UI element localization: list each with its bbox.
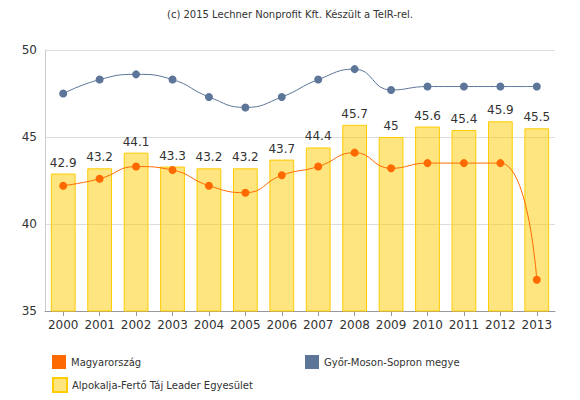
svg-text:2009: 2009	[376, 318, 407, 332]
svg-text:45.9: 45.9	[487, 103, 514, 117]
svg-text:45: 45	[383, 119, 398, 133]
svg-text:2001: 2001	[84, 318, 115, 332]
svg-text:44.4: 44.4	[305, 129, 332, 143]
svg-text:2013: 2013	[522, 318, 553, 332]
svg-text:45.7: 45.7	[341, 107, 368, 121]
svg-text:43.2: 43.2	[86, 150, 113, 164]
svg-text:2000: 2000	[48, 318, 79, 332]
svg-text:45.5: 45.5	[523, 110, 550, 124]
svg-text:43.7: 43.7	[268, 142, 295, 156]
svg-text:50: 50	[22, 43, 37, 57]
svg-text:2002: 2002	[121, 318, 152, 332]
svg-text:45.6: 45.6	[414, 109, 441, 123]
svg-text:2007: 2007	[303, 318, 334, 332]
svg-text:2006: 2006	[267, 318, 298, 332]
svg-text:Magyarország: Magyarország	[71, 357, 141, 368]
svg-text:43.2: 43.2	[232, 150, 259, 164]
svg-text:40: 40	[22, 217, 37, 231]
svg-text:35: 35	[22, 304, 37, 318]
svg-text:42.9: 42.9	[50, 156, 77, 170]
svg-text:44.1: 44.1	[123, 135, 150, 149]
svg-text:2012: 2012	[485, 318, 516, 332]
svg-text:2010: 2010	[412, 318, 443, 332]
svg-text:Győr-Moson-Sopron megye: Győr-Moson-Sopron megye	[324, 357, 460, 368]
svg-text:Alpokalja-Fertő Táj Leader Egy: Alpokalja-Fertő Táj Leader Egyesület	[72, 380, 253, 391]
svg-text:2005: 2005	[230, 318, 261, 332]
svg-text:45: 45	[22, 130, 37, 144]
svg-text:43.3: 43.3	[159, 149, 186, 163]
svg-text:(c) 2015 Lechner Nonprofit Kft: (c) 2015 Lechner Nonprofit Kft. Készült …	[167, 9, 413, 20]
svg-text:2004: 2004	[194, 318, 225, 332]
svg-text:43.2: 43.2	[196, 150, 223, 164]
svg-text:2003: 2003	[157, 318, 188, 332]
svg-text:45.4: 45.4	[451, 112, 478, 126]
svg-text:2008: 2008	[339, 318, 370, 332]
svg-text:2011: 2011	[449, 318, 480, 332]
